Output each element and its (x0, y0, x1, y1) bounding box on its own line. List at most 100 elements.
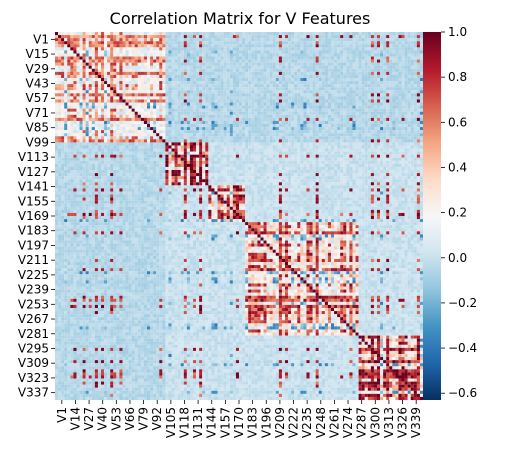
heatmap-cell (327, 154, 332, 158)
heatmap-cell (174, 151, 178, 155)
heatmap-cell (327, 96, 332, 100)
heatmap-cell (251, 133, 255, 137)
heatmap-cell (64, 154, 68, 158)
heatmap-cell (193, 154, 197, 158)
heatmap-cell (193, 78, 197, 82)
heatmap-cell (327, 32, 332, 36)
heatmap-cell (377, 108, 381, 112)
heatmap-cell (94, 56, 98, 60)
heatmap-cell (67, 56, 71, 60)
heatmap-cell (58, 44, 62, 48)
heatmap-cell (349, 117, 353, 121)
heatmap-cell (64, 93, 68, 97)
heatmap-cell (113, 84, 117, 88)
heatmap-cell (211, 35, 215, 39)
heatmap-cell (349, 111, 353, 115)
heatmap-cell (272, 148, 276, 152)
heatmap-cell (407, 81, 411, 85)
heatmap-cell (97, 99, 102, 103)
heatmap-cell (364, 108, 368, 112)
heatmap-cell (101, 81, 105, 85)
heatmap-cell (125, 74, 129, 79)
heatmap-cell (297, 35, 301, 39)
heatmap-cell (352, 50, 356, 54)
heatmap-cell (367, 151, 371, 155)
heatmap-cell (131, 127, 135, 131)
heatmap-cell (254, 99, 258, 103)
heatmap-cell (380, 145, 384, 149)
heatmap-cell (58, 93, 62, 97)
heatmap-cell (147, 81, 151, 85)
heatmap-cell (386, 93, 390, 97)
heatmap-cell (85, 50, 89, 54)
heatmap-cell (303, 114, 307, 118)
heatmap-cell (162, 71, 166, 75)
heatmap-cell (165, 84, 169, 88)
heatmap-cell (180, 127, 184, 131)
heatmap-cell (76, 50, 80, 54)
heatmap-cell (165, 38, 169, 42)
heatmap-cell (220, 87, 224, 91)
heatmap-cell (367, 102, 371, 106)
heatmap-cell (373, 130, 378, 134)
heatmap-cell (76, 127, 80, 131)
heatmap-cell (214, 133, 218, 137)
heatmap-cell (82, 111, 86, 115)
heatmap-cell (174, 120, 178, 125)
heatmap-cell (386, 148, 390, 152)
heatmap-cell (214, 41, 218, 45)
heatmap-cell (205, 41, 209, 45)
heatmap-cell (61, 90, 65, 94)
heatmap-cell (122, 50, 126, 54)
heatmap-cell (361, 71, 365, 75)
heatmap-cell (266, 78, 270, 82)
heatmap-cell (174, 136, 178, 140)
heatmap-cell (220, 120, 224, 125)
heatmap-cell (355, 65, 359, 69)
heatmap-cell (208, 114, 212, 118)
heatmap-cell (174, 38, 178, 42)
heatmap-cell (278, 78, 282, 82)
heatmap-cell (291, 84, 295, 88)
heatmap-cell (370, 50, 374, 54)
heatmap-cell (226, 136, 230, 140)
heatmap-cell (275, 151, 279, 155)
heatmap-cell (340, 44, 344, 48)
heatmap-cell (260, 124, 264, 128)
heatmap-cell (300, 59, 304, 63)
heatmap-cell (263, 99, 267, 103)
heatmap-cell (113, 99, 117, 103)
heatmap-cell (174, 102, 178, 106)
heatmap-cell (162, 108, 166, 112)
heatmap-cell (297, 90, 301, 94)
heatmap-cell (278, 93, 282, 97)
heatmap-cell (196, 96, 200, 100)
heatmap-cell (370, 145, 374, 149)
heatmap-cell (171, 120, 175, 125)
heatmap-cell (401, 38, 405, 42)
heatmap-cell (208, 120, 212, 125)
heatmap-cell (355, 93, 359, 97)
heatmap-cell (257, 151, 261, 155)
heatmap-cell (349, 148, 353, 152)
heatmap-cell (413, 120, 417, 125)
heatmap-cell (193, 114, 197, 118)
heatmap-cell (168, 41, 172, 45)
heatmap-cell (116, 90, 120, 94)
heatmap-cell (278, 56, 282, 60)
heatmap-cell (260, 145, 264, 149)
heatmap-cell (315, 114, 319, 118)
heatmap-cell (153, 120, 157, 125)
heatmap-cell (79, 81, 83, 85)
heatmap-cell (419, 148, 424, 152)
heatmap-cell (202, 71, 206, 75)
heatmap-cell (340, 38, 344, 42)
heatmap-cell (367, 127, 371, 131)
heatmap-cell (419, 62, 424, 66)
heatmap-cell (73, 114, 77, 118)
heatmap-cell (364, 44, 368, 48)
heatmap-cell (162, 142, 166, 146)
heatmap-cell (180, 38, 184, 42)
heatmap-cell (263, 71, 267, 75)
heatmap-cell (153, 102, 157, 106)
